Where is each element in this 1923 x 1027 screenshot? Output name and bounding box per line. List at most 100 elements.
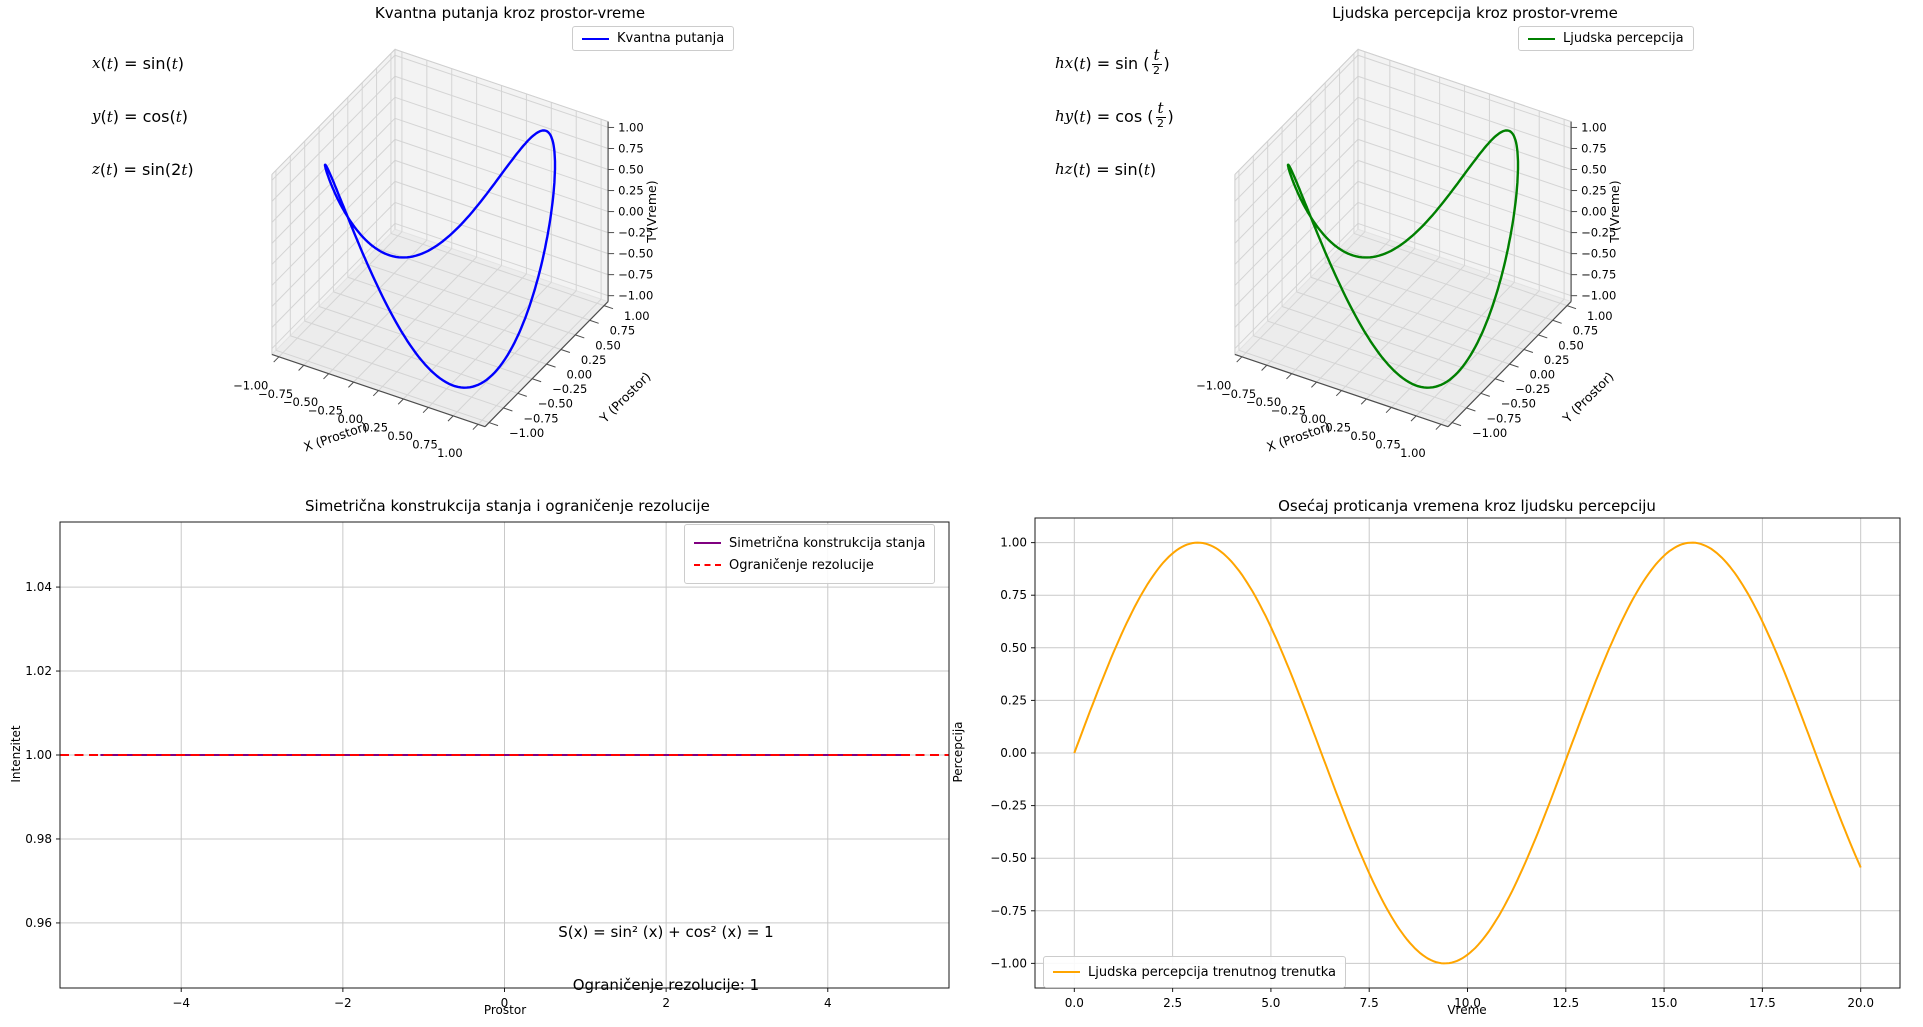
y-tick-mark [488,422,499,427]
x-tick-label: 0.0 [1065,996,1084,1010]
legend-label: Kvantna putanja [617,31,725,46]
x-tick-label: 0.75 [1375,437,1401,451]
plot-symmetry-title: Simetrična konstrukcija stanja i ogranič… [305,497,710,515]
x-tick-label: 5.0 [1261,996,1280,1010]
grid-line-3d [347,276,562,350]
grid-line-3d [1366,273,1490,400]
equation: y (t) = cos(t) [92,106,189,126]
grid-line-3d [1234,138,1359,265]
z-tick-label: −0.25 [1581,226,1616,240]
y-tick-label: 0.50 [595,338,621,352]
x-tick-label: 0.25 [362,421,388,435]
y-tick-label: 0.75 [1573,324,1599,338]
equation: z (t) = sin(2t) [92,159,194,179]
x-tick-label: 12.5 [1552,996,1579,1010]
grid-line-3d [1415,290,1540,417]
y-tick-label: 1.04 [25,580,52,594]
x-tick-label: 17.5 [1749,996,1776,1010]
x-tick-label: 7.5 [1360,996,1379,1010]
x-tick-mark [323,373,330,380]
y-tick-mark [1509,363,1519,368]
y-tick-mark [603,305,614,310]
grid-line-3d [1440,298,1565,425]
grid-line-3d [333,291,547,365]
grid-line-3d [271,75,396,202]
x-tick-label: 10.0 [1454,996,1481,1010]
z-tick-label: 0.50 [1581,163,1607,177]
z-axis-label: T (Vreme) [644,180,659,243]
x-axis-spine [1234,353,1449,428]
equation: x (t) = sin(t) [92,53,185,73]
grid-line-3d [362,262,576,336]
resolution-limit-annotation: Ograničenje rezolucije: 1 [572,976,760,994]
y-tick-mark [560,349,571,354]
y-tick-label: 0.75 [610,324,636,338]
equation: h z (t) = sin(t) [1055,159,1157,179]
y-tick-label: 1.00 [25,748,52,762]
y-tick-label: 1.00 [624,309,650,323]
x-axis-spine [271,353,486,428]
box-edge [1234,48,1359,175]
x-tick-mark [1410,415,1417,422]
legend-entry: Kvantna putanja [582,31,724,46]
x-tick-mark [1261,364,1268,371]
box-edge [394,48,609,123]
equation: h y (t) = cos (t 2) [1055,99,1174,130]
y-tick-label: 0.00 [566,368,592,382]
y-tick-label: −0.75 [523,411,558,425]
y-tick-label: −0.75 [1486,411,1521,425]
y-tick-label: −1.00 [1472,426,1507,440]
x-tick-mark [1435,423,1442,430]
z-tick-label: −0.50 [618,247,653,261]
z-tick-label: −1.00 [618,289,653,303]
x-tick-label: 1.00 [1400,446,1426,460]
grid-line-3d [1357,117,1572,192]
grid-line-3d [1234,96,1359,223]
x-tick-label: 0.50 [1350,429,1376,443]
z-axis-label: T (Vreme) [1607,180,1622,243]
x-tick-label: 2.5 [1163,996,1182,1010]
z-tick-label: −0.75 [618,268,653,282]
plot-perception-title: Osećaj proticanja vremena kroz ljudsku p… [1278,497,1656,515]
purple-line-sample [694,542,721,544]
legend-label: Ljudska percepcija trenutnog trenutka [1088,964,1336,980]
legend-label: Ljudska percepcija [1563,31,1684,46]
z-tick-label: −0.75 [1581,268,1616,282]
grid-line-3d [452,290,577,417]
box-edge [1357,48,1572,123]
y-tick-label: 1.02 [25,664,52,678]
y-tick-mark [589,319,599,324]
z-tick-label: 0.00 [1581,205,1607,219]
grid-line-3d [403,273,527,400]
z-tick-label: −1.00 [1581,289,1616,303]
y-tick-label: −0.25 [990,799,1027,813]
y-tick-label: 0.25 [1000,693,1027,707]
z-tick-label: 1.00 [618,120,644,134]
y-tick-label: 0.00 [1000,746,1027,760]
x-tick-mark [1236,356,1243,363]
y-tick-mark [1552,319,1562,324]
perception-xlabel: Vreme [1447,1003,1487,1017]
y-tick-mark [503,407,513,412]
x-tick-mark [348,381,354,388]
red-dashed-line-sample [694,564,721,566]
grid-line-3d [1310,276,1525,350]
y-tick-mark [575,334,585,339]
legend-label: Ograničenje rezolucije [729,557,874,573]
grid-line-3d [1357,96,1572,170]
y-tick-mark [532,378,542,383]
y-tick-label: −0.25 [552,382,587,396]
y-tick-label: 0.50 [1000,641,1027,655]
y-tick-mark [546,363,556,368]
y-tick-label: −0.50 [538,397,573,411]
x-tick-label: −4 [172,996,190,1010]
grid-line-3d [390,232,605,307]
y-tick-label: 0.50 [1558,338,1584,352]
grid-line-3d [477,298,602,425]
z-tick-label: 0.25 [618,184,644,198]
x-tick-mark [372,390,379,397]
x-tick-label: −0.50 [1246,395,1281,409]
x-tick-mark [472,423,479,430]
